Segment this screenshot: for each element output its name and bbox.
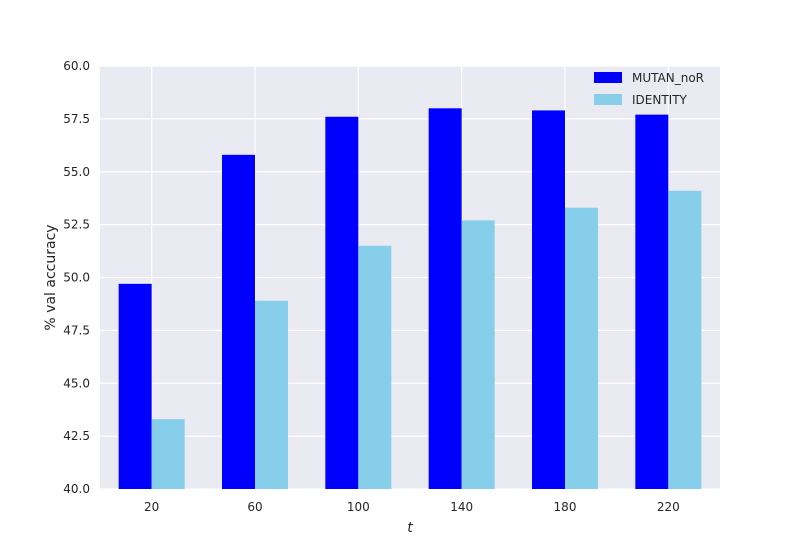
- bar-mutan-nor-140: [428, 108, 462, 490]
- bar-identity-60: [255, 300, 288, 489]
- bar-identity-20: [151, 419, 185, 489]
- y-tick-label: 57.5: [63, 112, 90, 126]
- x-tick-labels: 20 60 100 140 180 220: [144, 500, 680, 514]
- bar-mutan-nor-180: [532, 110, 565, 489]
- legend-swatch-identity: [594, 94, 622, 105]
- x-tick-label: 60: [247, 500, 262, 514]
- x-tick-label: 220: [657, 500, 680, 514]
- y-tick-label: 52.5: [63, 218, 90, 232]
- y-axis-label: % val accuracy: [43, 224, 59, 330]
- bar-identity-140: [461, 220, 495, 489]
- legend-label-identity: IDENTITY: [632, 93, 688, 107]
- y-tick-label: 42.5: [63, 429, 90, 443]
- x-tick-label: 20: [144, 500, 159, 514]
- y-tick-label: 60.0: [63, 59, 90, 73]
- y-tick-label: 50.0: [63, 271, 90, 285]
- legend: MUTAN_noR IDENTITY: [594, 71, 704, 107]
- y-tick-label: 45.0: [63, 376, 90, 390]
- legend-label-mutan-nor: MUTAN_noR: [632, 71, 704, 85]
- bar-identity-100: [358, 245, 392, 489]
- bar-identity-180: [565, 207, 598, 489]
- x-axis-label: t: [407, 520, 413, 536]
- x-tick-label: 100: [347, 500, 370, 514]
- y-tick-label: 40.0: [63, 482, 90, 496]
- bar-mutan-nor-220: [635, 114, 669, 490]
- x-tick-label: 140: [450, 500, 473, 514]
- y-tick-label: 55.0: [63, 165, 90, 179]
- bars: [118, 108, 702, 490]
- y-tick-label: 47.5: [63, 323, 90, 337]
- bar-mutan-nor-100: [325, 116, 359, 489]
- y-tick-labels: 40.0 42.5 45.0 47.5 50.0 52.5 55.0 57.5 60.0: [63, 59, 90, 496]
- legend-swatch-mutan-nor: [594, 72, 622, 83]
- bar-mutan-nor-60: [222, 154, 255, 489]
- bar-identity-220: [668, 190, 702, 489]
- x-tick-label: 180: [554, 500, 577, 514]
- bar-mutan-nor-20: [118, 283, 152, 489]
